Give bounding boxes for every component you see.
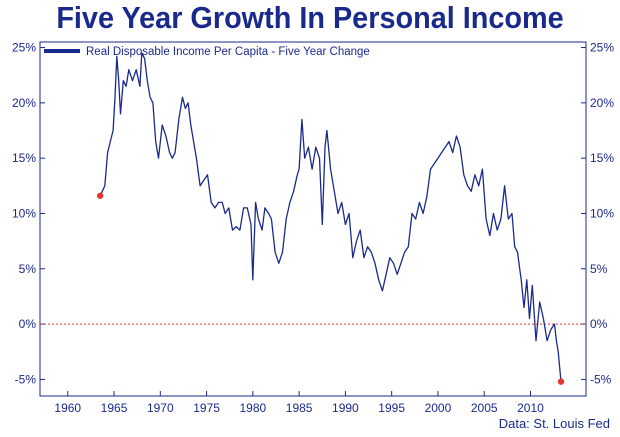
- y-tick-label-left: 15%: [12, 151, 36, 165]
- y-tick-label-left: 20%: [12, 96, 36, 110]
- y-tick-label-right: 0%: [590, 317, 608, 331]
- legend: Real Disposable Income Per Capita - Five…: [44, 46, 370, 58]
- y-tick-label-left: 5%: [19, 262, 37, 276]
- x-axis: 1960 1965 1970 1975 1980 1985 1990 1995 2000 2005…: [54, 391, 544, 415]
- y-tick-label-left: 25%: [12, 41, 36, 55]
- legend-entry: Real Disposable Income Per Capita - Five…: [86, 46, 370, 58]
- x-tick-label: 2000: [425, 401, 452, 415]
- x-tick-label: 1995: [378, 401, 405, 415]
- end-point-marker: [557, 378, 565, 385]
- series-line-real-disposable-income: [99, 52, 562, 382]
- x-tick-label: 1980: [239, 401, 266, 415]
- start-point-marker: [96, 192, 104, 199]
- plot-frame: [39, 41, 587, 397]
- y-tick-label-right: 10%: [590, 206, 614, 220]
- x-tick-label: 2005: [471, 401, 498, 415]
- x-tick-label: 1975: [193, 401, 220, 415]
- endpoint-markers: [96, 192, 565, 385]
- source-label: Data: St. Louis Fed: [499, 416, 610, 431]
- y-tick-label-right: 15%: [590, 151, 614, 165]
- x-tick-label: 1960: [54, 401, 81, 415]
- y-tick-label-left: 10%: [12, 206, 36, 220]
- y-tick-label-right: -5%: [590, 372, 612, 386]
- y-tick-label-right: 25%: [590, 41, 614, 55]
- y-tick-label-right: 20%: [590, 96, 614, 110]
- chart-title: Five Year Growth In Personal Income: [56, 0, 564, 35]
- x-tick-label: 1965: [101, 401, 128, 415]
- y-tick-label-left: -5%: [15, 372, 37, 386]
- x-tick-label: 1985: [286, 401, 313, 415]
- x-tick-label: 2010: [517, 401, 544, 415]
- y-tick-label-left: 0%: [19, 317, 37, 331]
- y-tick-label-right: 5%: [590, 262, 608, 276]
- x-tick-label: 1970: [147, 401, 174, 415]
- y-axis: 25% 25% 20% 20% 15% 15% 10% 10% 5% 5% 0% 0% -5% -5%: [12, 41, 614, 387]
- x-tick-label: 1990: [332, 401, 359, 415]
